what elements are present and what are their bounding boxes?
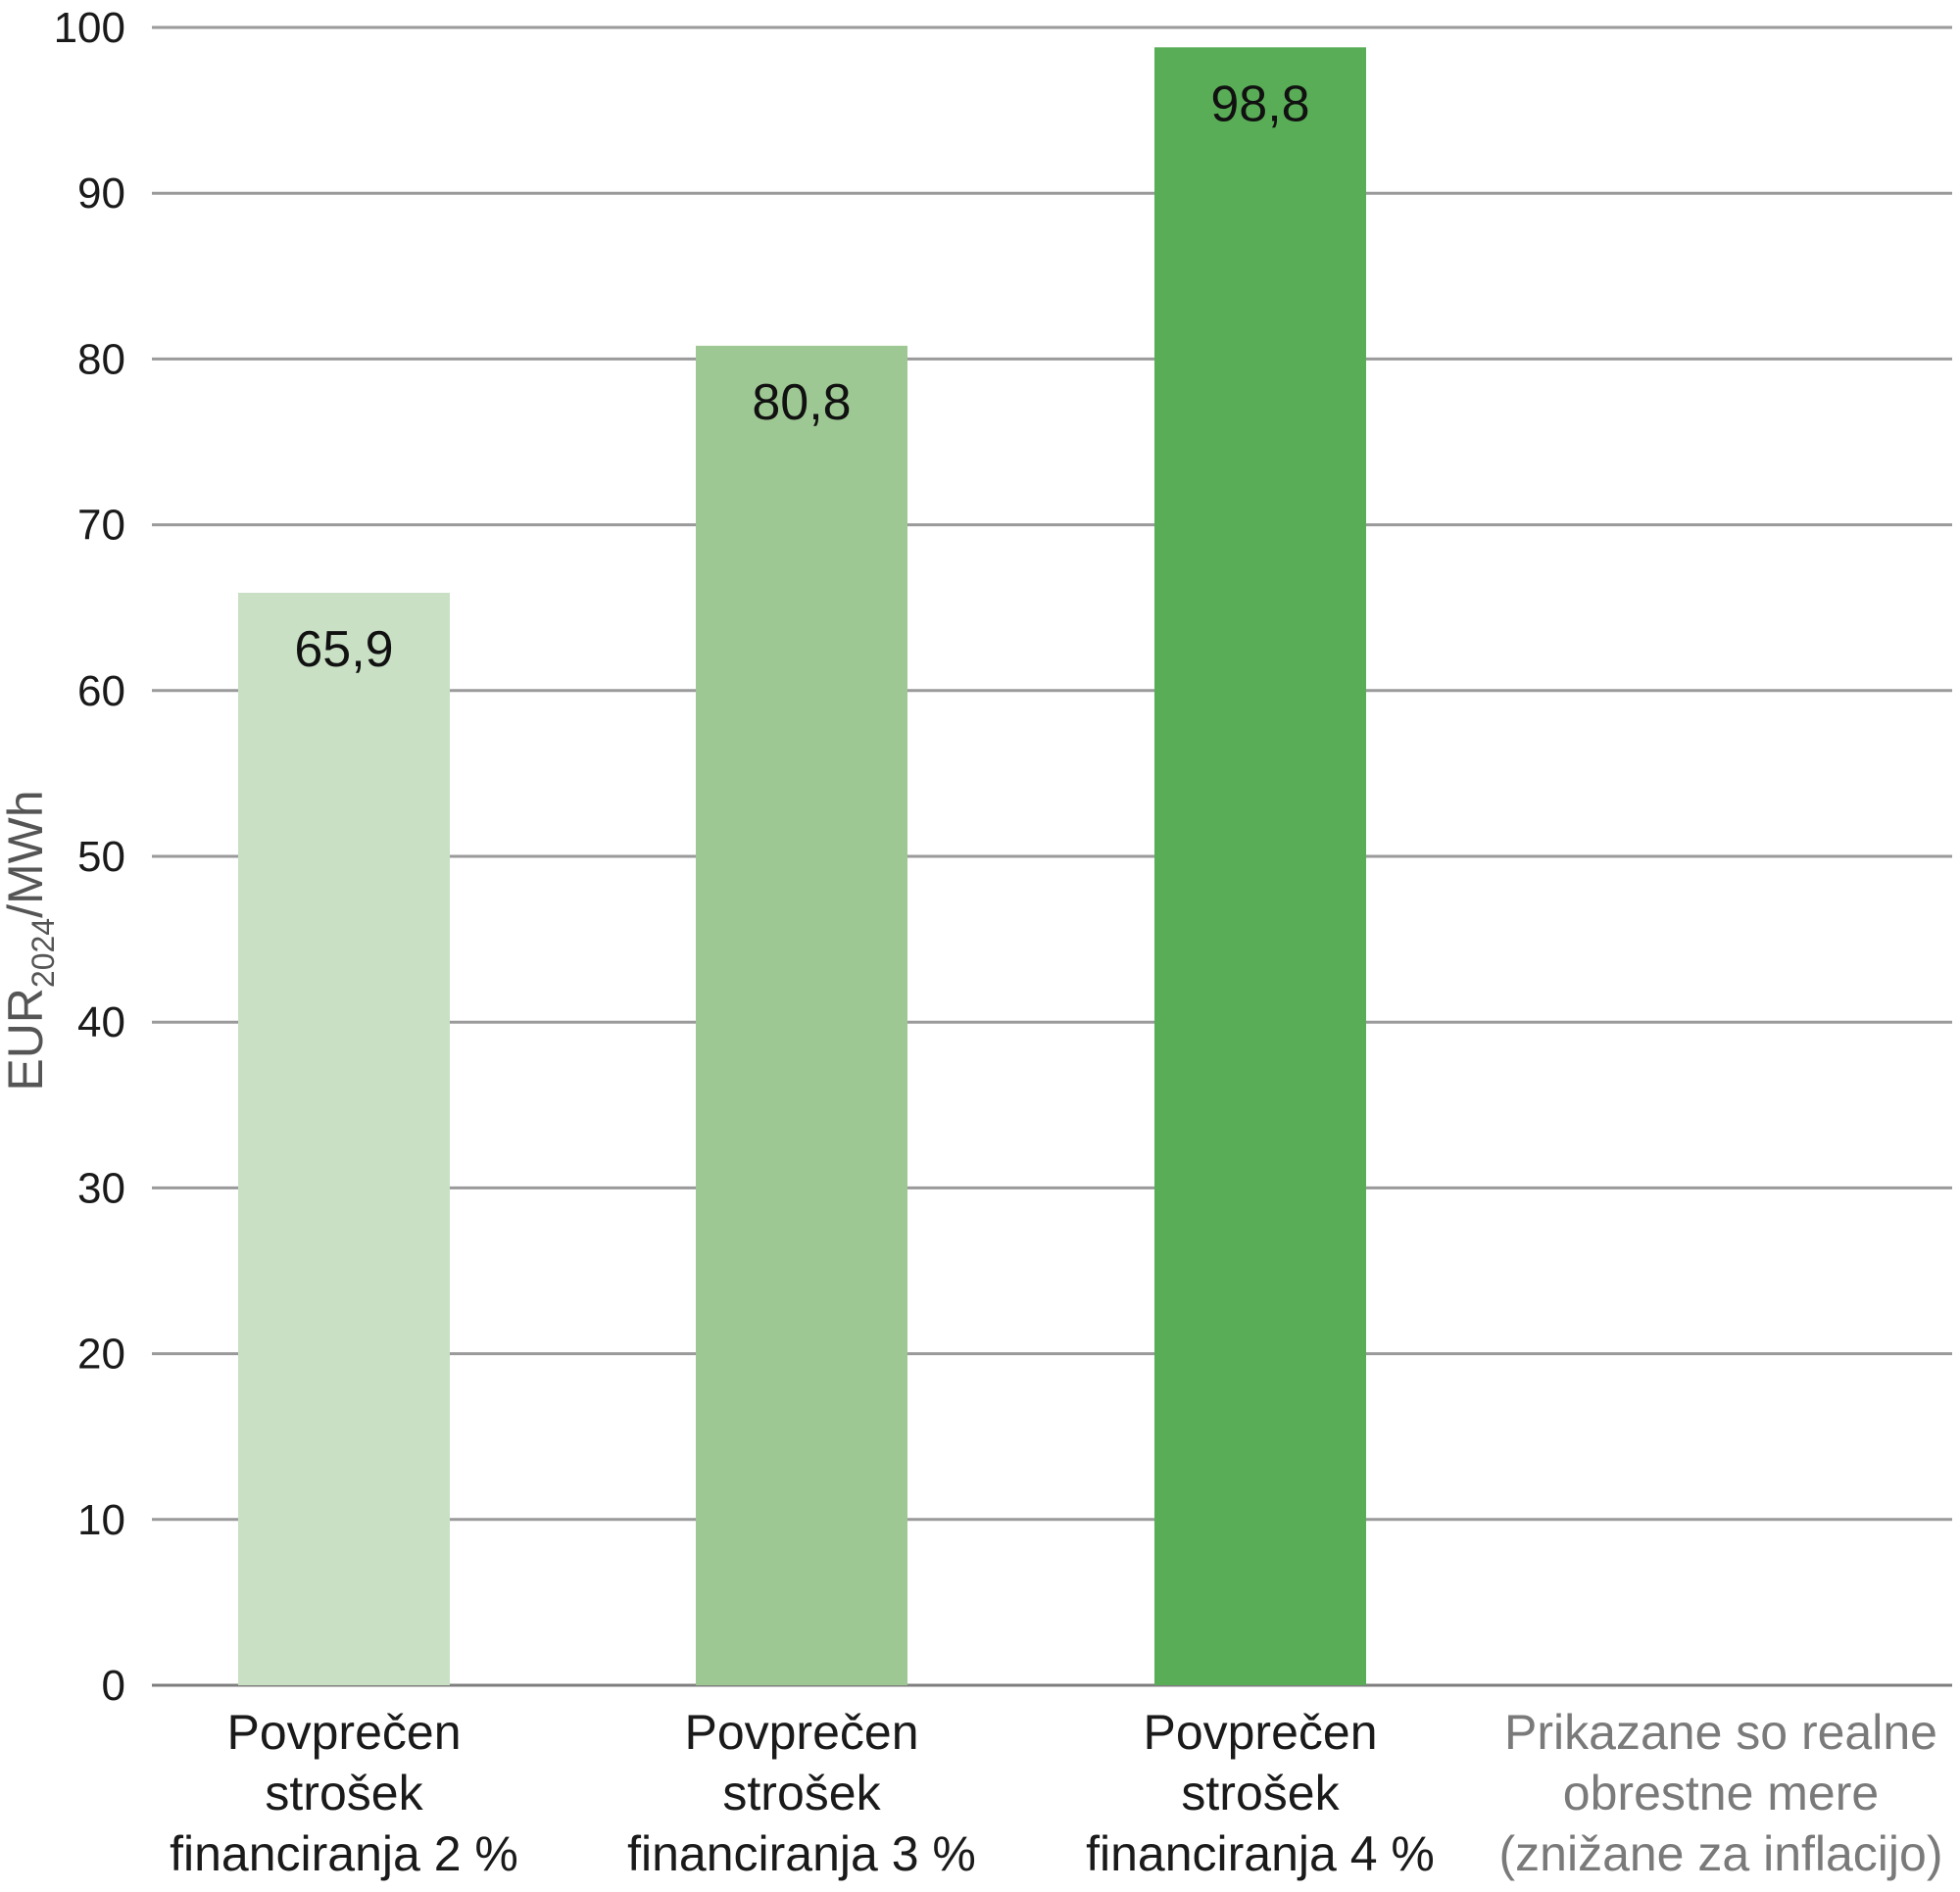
x-category-label: Povprečen strošek financiranja 2 % xyxy=(170,1705,518,1881)
y-tick-label: 60 xyxy=(77,667,125,715)
y-tick-label: 10 xyxy=(77,1496,125,1544)
y-tick-label: 40 xyxy=(77,998,125,1046)
y-tick-label: 20 xyxy=(77,1331,125,1379)
bar xyxy=(238,592,450,1686)
chart-note: Prikazane so realne obrestne mere (znižane… xyxy=(1499,1705,1943,1881)
data-label: 98,8 xyxy=(1210,75,1309,132)
data-label: 65,9 xyxy=(294,621,393,678)
y-axis-label-unit: /MWh xyxy=(0,790,53,918)
y-tick-label: 70 xyxy=(77,502,125,550)
x-category-label: Povprečen strošek financiranja 4 % xyxy=(1086,1705,1435,1881)
y-tick-label: 30 xyxy=(77,1164,125,1212)
bar xyxy=(696,345,907,1685)
y-tick-label: 100 xyxy=(54,4,125,52)
gridlines xyxy=(152,25,1952,1687)
y-tick-label: 90 xyxy=(77,170,125,218)
y-tick-label: 0 xyxy=(102,1662,125,1710)
y-tick-label: 80 xyxy=(77,335,125,383)
y-tick-label: 50 xyxy=(77,833,125,881)
x-category-label: Povprečen strošek financiranja 3 % xyxy=(627,1705,976,1881)
bar xyxy=(1154,47,1366,1686)
data-label: 80,8 xyxy=(752,374,851,431)
y-axis-ticks: 0 10 20 30 40 50 60 70 80 90 100 xyxy=(54,4,125,1710)
bars: 65,9 80,8 98,8 xyxy=(238,47,1366,1686)
y-axis-label: EUR2024/MWh xyxy=(0,790,61,1091)
x-axis-categories: Povprečen strošek financiranja 2 % Povpreče… xyxy=(170,1705,1435,1881)
y-axis-label-sub: 2024 xyxy=(25,918,61,988)
y-axis-label-main: EUR xyxy=(0,988,53,1092)
